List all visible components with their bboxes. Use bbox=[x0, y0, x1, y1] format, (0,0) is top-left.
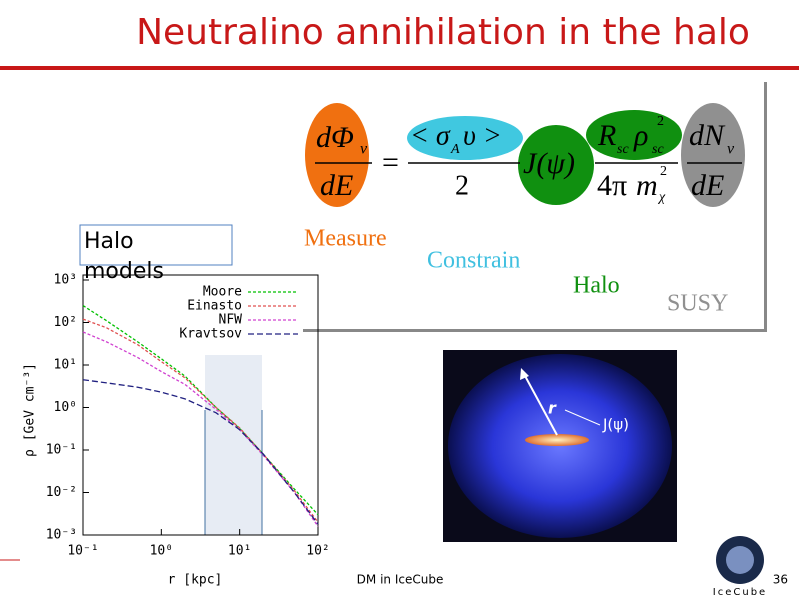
y-tick-label: 10⁻² bbox=[46, 485, 77, 500]
x-tick-label: 10² bbox=[306, 544, 329, 559]
callout: Halo models bbox=[84, 229, 164, 284]
formula-token: sc bbox=[652, 142, 664, 157]
legend-label: Einasto bbox=[187, 299, 242, 314]
j-label: J(ψ) bbox=[602, 416, 629, 434]
susy-blob bbox=[681, 103, 745, 207]
plot-frame bbox=[82, 274, 319, 536]
halo-blob bbox=[586, 110, 682, 160]
formula-token: 2 bbox=[660, 164, 667, 179]
series-line bbox=[82, 318, 319, 523]
series-line bbox=[82, 379, 319, 525]
formula-token: ρ bbox=[633, 119, 648, 152]
series-line bbox=[82, 331, 319, 527]
formula-label: Constrain bbox=[427, 248, 520, 274]
y-tick-label: 10⁰ bbox=[54, 400, 77, 415]
logo-mark bbox=[726, 546, 754, 574]
title-rule bbox=[0, 66, 799, 70]
formula-token: 2 bbox=[657, 114, 664, 129]
formula-token: = bbox=[382, 146, 399, 179]
page-number: 36 bbox=[773, 573, 788, 587]
formula-token: υ > bbox=[463, 120, 502, 151]
x-tick-label: 10¹ bbox=[228, 544, 251, 559]
callout-box bbox=[79, 224, 233, 266]
y-tick-label: 10² bbox=[54, 315, 77, 330]
callout-text: Halo models bbox=[84, 229, 164, 284]
j-pointer bbox=[564, 409, 601, 426]
constrain-blob bbox=[407, 116, 523, 160]
y-tick-label: 10³ bbox=[54, 273, 77, 288]
x-tick-label: 10⁻¹ bbox=[67, 544, 98, 559]
arrow-head bbox=[520, 368, 529, 380]
formula-token: dE bbox=[691, 169, 724, 202]
y-axis-label: ρ [GeV cm⁻³] bbox=[23, 363, 38, 457]
formula-token: 4π bbox=[597, 169, 627, 202]
x-tick-label: 10⁰ bbox=[150, 544, 173, 559]
formula-token: m bbox=[636, 169, 658, 202]
formula-label: Halo bbox=[573, 273, 620, 299]
halo-blob bbox=[518, 125, 594, 205]
series-line bbox=[82, 305, 319, 516]
formula-token: dN bbox=[689, 119, 726, 152]
formula-token: A bbox=[450, 142, 460, 157]
y-tick-label: 10¹ bbox=[54, 358, 77, 373]
shaded-region bbox=[205, 355, 262, 535]
halo-glow bbox=[448, 354, 672, 538]
footer-text: DM in IceCube bbox=[357, 573, 444, 587]
galaxy-disk bbox=[525, 434, 589, 446]
formula-token: sc bbox=[617, 142, 629, 157]
chart: r [kpc] ρ [GeV cm⁻³] 10⁻¹ 10⁰ 10¹ 10²10⁻³10… bbox=[23, 273, 330, 588]
formula-token: 2 bbox=[455, 170, 469, 201]
formula-token: R bbox=[597, 119, 616, 152]
legend-label: NFW bbox=[219, 313, 243, 328]
formula-token: ν bbox=[360, 141, 368, 158]
y-tick-label: 10⁻³ bbox=[46, 528, 77, 543]
formula-box bbox=[300, 79, 764, 329]
formula-token: χ bbox=[657, 190, 666, 205]
legend-label: Moore bbox=[203, 285, 242, 300]
formula-token: ν bbox=[727, 141, 735, 158]
r-arrow bbox=[523, 373, 558, 436]
formula-token: < σ bbox=[410, 120, 451, 151]
formula-label: SUSY bbox=[667, 291, 728, 317]
x-axis-label: r [kpc] bbox=[168, 573, 223, 588]
formula-label: Measure bbox=[304, 226, 387, 252]
logo-text: IceCube bbox=[713, 587, 767, 598]
formula-token: dΦ bbox=[316, 121, 354, 154]
legend-label: Kravtsov bbox=[179, 327, 242, 342]
slide-title: Neutralino annihilation in the halo bbox=[136, 12, 750, 53]
formula-token: J(ψ) bbox=[523, 147, 575, 180]
y-tick-label: 10⁻¹ bbox=[46, 443, 77, 458]
formula-token: dE bbox=[320, 169, 353, 202]
measure-blob bbox=[305, 103, 369, 207]
r-label: r bbox=[548, 399, 557, 418]
